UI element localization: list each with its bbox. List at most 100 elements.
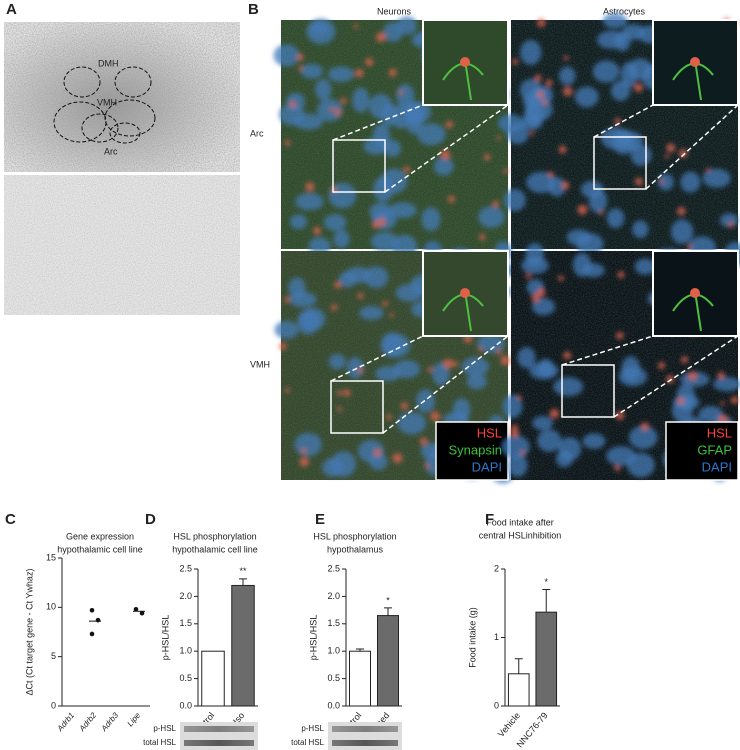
zoom-line — [332, 104, 424, 141]
legend-text: DAPI — [702, 459, 732, 474]
data-point — [95, 617, 101, 623]
inset-spot — [460, 288, 470, 298]
y-axis-label: p-HSL/HSL — [160, 615, 170, 661]
inset — [652, 19, 739, 106]
region-outlines — [53, 66, 156, 144]
significance: ** — [239, 566, 247, 576]
chart-title: hypothalamic cell line — [172, 544, 258, 554]
y-tick-label: 2.0 — [179, 591, 192, 601]
blot-band — [332, 726, 398, 732]
bar — [201, 650, 225, 707]
bar — [349, 650, 371, 707]
blot-label: p-HSL — [153, 724, 176, 733]
zoom-box — [593, 136, 647, 190]
panel-b: B Neurons Astrocytes Arc VMH HSL Synapsin… — [248, 1, 740, 484]
y-tick-label: 15 — [46, 552, 56, 562]
chart-title: central HSLinhibition — [479, 530, 562, 540]
region-label: VMH — [97, 97, 117, 107]
x-tick-label: Lipe — [126, 710, 143, 728]
blot-label: p-HSL — [301, 724, 324, 733]
y-tick-label: 0.0 — [327, 700, 340, 710]
chart-title: Gene expression — [66, 531, 134, 541]
y-tick-label: 5 — [51, 651, 56, 661]
blot-label: total HSL — [143, 738, 176, 747]
zoom-line — [382, 335, 509, 434]
bar — [231, 584, 255, 707]
data-point — [139, 610, 145, 616]
y-axis-label: ΔCt (Ct target gene - Ct Ywhaz) — [24, 569, 34, 696]
chart-title: hypothalamic cell line — [57, 544, 143, 554]
bar — [535, 611, 558, 707]
panel-letter: B — [248, 1, 259, 18]
error-bar — [384, 607, 392, 616]
row-label: VMH — [250, 359, 270, 369]
bar — [377, 615, 399, 707]
data-point — [89, 631, 95, 637]
zoom-box — [561, 364, 615, 418]
panel-letter: D — [145, 511, 156, 528]
x-tick-label: Vehicle — [496, 710, 522, 739]
panel-letter: A — [6, 1, 17, 18]
data-point — [133, 607, 139, 612]
legend-text: HSL — [707, 425, 732, 440]
inset — [422, 19, 509, 106]
x-tick-label: Adrb3 — [99, 710, 121, 733]
y-tick-label: 1 — [494, 632, 499, 642]
y-tick-label: 0 — [494, 700, 499, 710]
panel-a: A DMH VMH Arc — [4, 1, 240, 315]
micrographs: HSL Synapsin DAPI HSL GFAP DAPI — [273, 13, 740, 484]
chart-title: HSL phosphorylation — [173, 531, 256, 541]
region-label: Arc — [104, 146, 118, 156]
blot-label: total HSL — [291, 738, 324, 747]
tissue-texture — [4, 22, 240, 172]
region-label: DMH — [98, 58, 119, 68]
bar — [507, 673, 530, 707]
chart-title: Food intake after — [486, 517, 554, 527]
y-axis-label: Food intake (g) — [467, 607, 477, 668]
significance: * — [386, 595, 390, 605]
inset-spot — [460, 57, 470, 67]
y-tick-label: 1.0 — [327, 646, 340, 656]
column-label: Neurons — [377, 6, 412, 16]
chart-panel: E HSL phosphorylation hypothalamus 0.0 0.5 1.… — [291, 511, 402, 750]
panel-letter: F — [485, 511, 494, 528]
inset-spot — [690, 57, 700, 67]
chart-panel: C Gene expression hypothalamic cell line 0 5… — [5, 511, 150, 734]
row-label: Arc — [250, 128, 264, 138]
blot-band — [332, 740, 398, 746]
blot-band — [184, 726, 254, 732]
legend-text: DAPI — [472, 459, 502, 474]
chart-title: hypothalamus — [327, 544, 384, 554]
y-tick-label: 0.5 — [327, 673, 340, 683]
y-tick-label: 0 — [51, 700, 56, 710]
y-tick-label: 2.0 — [327, 591, 340, 601]
chart-panel: D HSL phosphorylation hypothalamic cell li… — [143, 511, 258, 750]
legend-text: GFAP — [697, 442, 732, 457]
zoom-line — [593, 104, 654, 138]
inset-spot — [690, 288, 700, 298]
y-tick-label: 2.5 — [327, 563, 340, 573]
charts: C Gene expression hypothalamic cell line 0 5… — [5, 511, 561, 750]
panel-letter: C — [5, 511, 16, 528]
data-point — [89, 607, 95, 613]
error-bar — [542, 589, 551, 613]
x-tick-label: Adrb2 — [77, 710, 99, 733]
tissue-texture — [4, 175, 240, 315]
zoom-line — [330, 335, 424, 382]
y-tick-label: 2 — [494, 563, 499, 573]
y-axis-label: p-HSL/HSL — [308, 615, 318, 661]
legend-box — [435, 421, 509, 481]
chart-title: HSL phosphorylation — [313, 531, 396, 541]
zoom-line — [384, 104, 509, 193]
legend-text: HSL — [477, 425, 502, 440]
y-tick-label: 0.5 — [179, 673, 192, 683]
zoom-box — [332, 139, 386, 193]
x-tick-label: Adrb1 — [55, 711, 76, 734]
y-tick-label: 0.0 — [179, 700, 192, 710]
error-bar — [239, 578, 247, 586]
y-tick-label: 10 — [46, 602, 56, 612]
error-bar — [514, 658, 523, 674]
column-label: Astrocytes — [603, 6, 646, 16]
